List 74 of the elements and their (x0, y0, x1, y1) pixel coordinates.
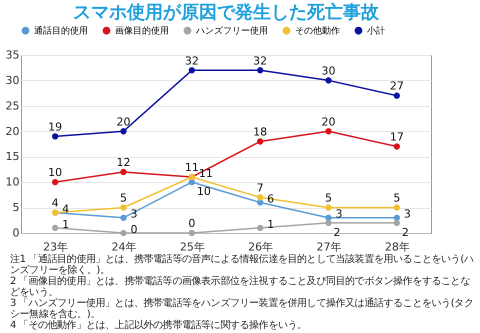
data-label: 7 (256, 181, 264, 194)
y-tick-label: 10 (6, 176, 20, 189)
point (120, 214, 127, 221)
legend-label: 通話目的使用 (34, 26, 88, 37)
point (120, 230, 127, 236)
x-tick-label: 23年 (43, 240, 68, 254)
data-label: 10 (48, 166, 62, 180)
data-label: 12 (116, 156, 130, 169)
data-label: 11 (198, 167, 213, 180)
data-label: 20 (116, 115, 130, 128)
data-label: 17 (390, 130, 404, 144)
y-tick-label: 20 (6, 124, 20, 138)
data-label: 32 (184, 54, 199, 68)
data-label: 1 (267, 218, 274, 231)
point (120, 168, 127, 176)
data-label: 10 (196, 185, 211, 198)
point (257, 199, 264, 206)
data-label: 5 (393, 192, 400, 205)
data-label: 19 (48, 120, 62, 134)
point (325, 204, 332, 211)
data-label: 20 (322, 115, 336, 128)
point (257, 138, 264, 145)
x-tick-label: 24年 (112, 240, 136, 254)
legend-label: その他動作 (295, 26, 340, 37)
point (257, 194, 264, 201)
point (257, 67, 264, 74)
x-tick-label: 27年 (316, 240, 342, 254)
data-label: 4 (52, 196, 59, 210)
data-label: 2 (402, 226, 409, 239)
text: 3 「ハンズフリー使用」とは、携帯電話等をハンズフリー装置を併用して操作又は通話することをいう(タクシー無線を含む。)。 (10, 298, 474, 320)
data-label: 32 (253, 54, 268, 68)
x-tick-label: 26年 (248, 240, 274, 254)
data-label: 18 (253, 125, 268, 138)
data-label: 11 (184, 161, 199, 174)
point (52, 224, 58, 232)
y-tick-label: 15 (6, 150, 20, 164)
data-label: 5 (325, 192, 332, 205)
y-tick-label: 30 (6, 74, 20, 87)
data-label: 0 (188, 217, 196, 230)
data-label: 0 (130, 223, 138, 236)
point (394, 92, 400, 99)
y-tick-label: 25 (6, 99, 20, 112)
legend-label: 画像目的使用 (115, 26, 169, 37)
point (325, 220, 332, 226)
point (394, 220, 400, 226)
text: 4 「その他動作」とは、上記以外の携帯電話等に関する操作をいう。 (10, 320, 308, 331)
point (188, 230, 195, 236)
chart-title: スマホ使用が原因で発生した死亡事故 (73, 2, 380, 23)
point (188, 67, 195, 74)
legend-label: 小計 (367, 26, 385, 37)
point (120, 204, 127, 211)
point (52, 178, 58, 186)
legend-label: ハンズフリー使用 (195, 26, 268, 37)
y-tick-label: 0 (12, 226, 20, 240)
y-tick-label: 35 (6, 48, 20, 62)
point (325, 128, 332, 134)
point (325, 77, 332, 84)
point (394, 204, 400, 211)
data-label: 5 (120, 192, 127, 205)
data-label: 1 (62, 218, 70, 231)
data-label: 27 (390, 80, 404, 93)
x-tick-label: 28年 (384, 240, 410, 254)
point (52, 133, 58, 140)
data-label: 30 (322, 64, 336, 78)
point (120, 128, 127, 134)
data-label: 2 (334, 226, 340, 239)
text: 2 「画像目的使用」とは、携帯電話等の画像表示部位を注視すること及び同目的でボタン操作をすることなどをいう。 (10, 276, 471, 298)
point (188, 178, 195, 186)
point (394, 143, 400, 150)
data-label: 3 (404, 208, 411, 221)
y-tick-label: 5 (12, 201, 20, 214)
point (257, 224, 264, 232)
text: 注1 「通話目的使用」とは、携帯電話等の音声による情報伝達を目的として当該装置を用いることをいう(ハンズフリーを除く。)。 (10, 254, 474, 276)
x-tick-label: 25年 (180, 240, 205, 254)
